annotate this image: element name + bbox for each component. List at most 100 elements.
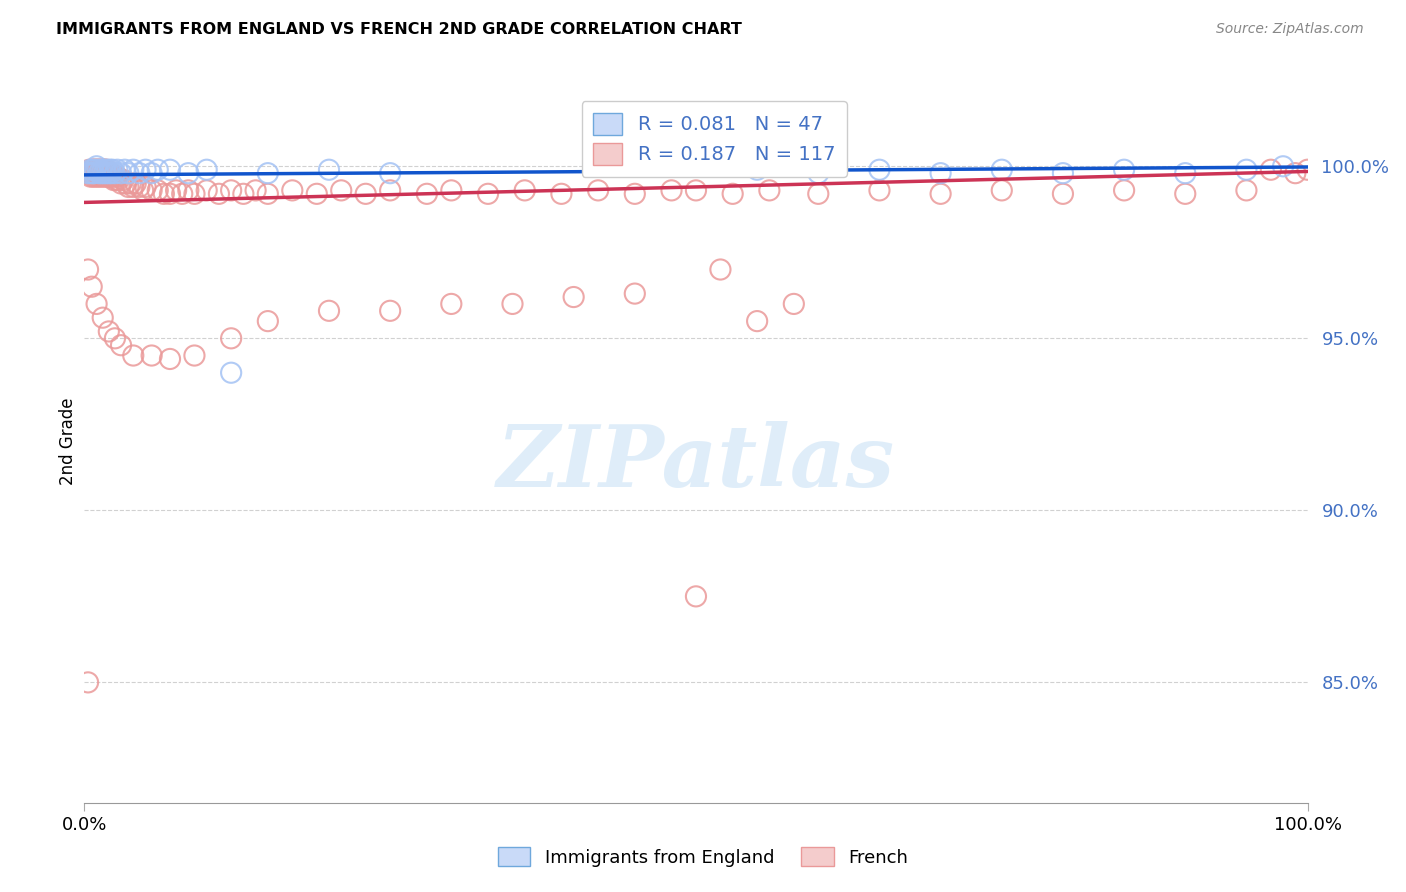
Point	[96, 162, 118, 177]
Point	[80, 166, 103, 180]
Point	[219, 366, 242, 380]
Point	[416, 186, 439, 201]
Point	[135, 162, 157, 177]
Point	[122, 162, 145, 177]
Point	[128, 180, 150, 194]
Point	[101, 162, 124, 177]
Point	[141, 349, 163, 363]
Text: ZIPatlas: ZIPatlas	[496, 421, 896, 505]
Point	[305, 186, 328, 201]
Point	[721, 186, 744, 201]
Point	[869, 183, 891, 197]
Point	[89, 162, 111, 177]
Point	[1260, 162, 1282, 177]
Point	[624, 186, 647, 201]
Legend: Immigrants from England, French: Immigrants from England, French	[491, 840, 915, 874]
Point	[87, 166, 110, 180]
Point	[80, 166, 103, 180]
Point	[90, 162, 112, 177]
Point	[87, 169, 110, 184]
Point	[183, 349, 205, 363]
Point	[87, 162, 110, 177]
Point	[77, 166, 100, 180]
Point	[91, 310, 114, 325]
Point	[100, 166, 122, 180]
Point	[257, 314, 280, 328]
Point	[1114, 183, 1136, 197]
Point	[104, 331, 127, 345]
Text: IMMIGRANTS FROM ENGLAND VS FRENCH 2ND GRADE CORRELATION CHART: IMMIGRANTS FROM ENGLAND VS FRENCH 2ND GR…	[56, 22, 742, 37]
Point	[183, 186, 205, 201]
Point	[1236, 183, 1258, 197]
Point	[97, 325, 120, 339]
Point	[117, 180, 139, 194]
Point	[477, 186, 499, 201]
Point	[97, 169, 120, 184]
Point	[257, 166, 280, 180]
Point	[177, 183, 200, 197]
Point	[502, 297, 524, 311]
Point	[562, 290, 585, 304]
Point	[380, 166, 402, 180]
Point	[117, 166, 139, 180]
Point	[380, 183, 402, 197]
Point	[91, 162, 114, 177]
Point	[76, 166, 98, 180]
Text: Source: ZipAtlas.com: Source: ZipAtlas.com	[1216, 22, 1364, 37]
Point	[84, 162, 107, 177]
Point	[87, 166, 110, 180]
Point	[929, 186, 952, 201]
Point	[83, 166, 105, 180]
Point	[783, 297, 806, 311]
Point	[97, 162, 120, 177]
Point	[1296, 162, 1319, 177]
Point	[318, 303, 340, 318]
Point	[83, 166, 105, 180]
Point	[101, 169, 124, 184]
Point	[281, 183, 304, 197]
Point	[79, 162, 101, 177]
Point	[103, 173, 125, 187]
Point	[685, 590, 707, 604]
Point	[86, 297, 108, 311]
Point	[93, 162, 115, 177]
Point	[330, 183, 353, 197]
Point	[550, 186, 572, 201]
Point	[97, 166, 120, 180]
Point	[1174, 186, 1197, 201]
Point	[661, 183, 683, 197]
Point	[991, 183, 1014, 197]
Legend: R = 0.081   N = 47, R = 0.187   N = 117: R = 0.081 N = 47, R = 0.187 N = 117	[582, 101, 846, 177]
Point	[159, 162, 181, 177]
Point	[82, 162, 104, 177]
Point	[77, 162, 100, 177]
Point	[104, 166, 127, 180]
Point	[1052, 186, 1074, 201]
Point	[77, 675, 100, 690]
Point	[132, 183, 155, 197]
Point	[104, 169, 127, 184]
Point	[135, 180, 157, 194]
Point	[110, 177, 132, 191]
Point	[146, 183, 169, 197]
Point	[758, 183, 780, 197]
Point	[869, 162, 891, 177]
Point	[245, 183, 267, 197]
Point	[159, 351, 181, 366]
Point	[80, 279, 103, 293]
Point	[747, 314, 769, 328]
Y-axis label: 2nd Grade: 2nd Grade	[59, 398, 77, 485]
Point	[110, 166, 132, 180]
Point	[807, 166, 830, 180]
Point	[89, 162, 111, 177]
Point	[100, 166, 122, 180]
Point	[929, 166, 952, 180]
Point	[146, 162, 169, 177]
Point	[79, 166, 101, 180]
Point	[91, 162, 114, 177]
Point	[105, 173, 128, 187]
Point	[91, 169, 114, 184]
Point	[90, 166, 112, 180]
Point	[257, 186, 280, 201]
Point	[97, 166, 120, 180]
